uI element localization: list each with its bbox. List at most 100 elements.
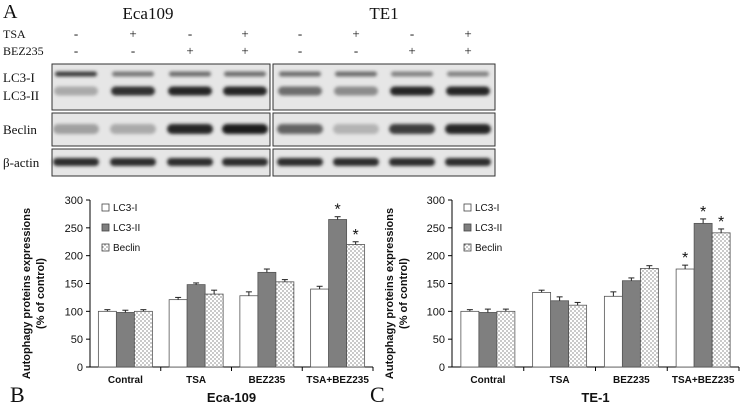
blot-band xyxy=(277,124,323,134)
legend-label: LC3-I xyxy=(113,203,137,214)
blot-band xyxy=(224,71,266,77)
y-tick-label: 150 xyxy=(65,279,83,291)
blot-band xyxy=(279,71,321,77)
treatment-mark: - xyxy=(410,26,414,41)
y-axis-label: (% of control) xyxy=(35,258,47,329)
blot-band xyxy=(53,158,99,166)
y-tick-label: 0 xyxy=(77,362,83,374)
bar-chart-te1: 0 50 100 150 200 250 300 Autophagy proteins exp… xyxy=(384,195,740,405)
legend-label: Beclin xyxy=(113,243,140,254)
bar xyxy=(204,293,224,368)
blot-band xyxy=(222,158,268,166)
blot-band xyxy=(277,158,323,166)
bar xyxy=(328,219,348,368)
treatment-mark: - xyxy=(188,26,192,41)
significance-mark: * xyxy=(335,202,341,219)
bar xyxy=(711,232,731,368)
treatment-mark: + xyxy=(408,43,415,58)
blot-band xyxy=(278,86,322,96)
bar xyxy=(460,310,480,368)
treatment-label-bez235: BEZ235 xyxy=(3,44,44,58)
bar xyxy=(532,292,552,368)
bar-chart-eca109: 0 50 100 150 200 250 300 Autophagy proteins exp… xyxy=(21,195,374,405)
x-tick-label: BEZ235 xyxy=(249,375,286,386)
blot-band xyxy=(333,158,379,166)
treatment-mark: - xyxy=(298,26,302,41)
y-tick-label: 250 xyxy=(65,223,83,235)
blot-band xyxy=(53,124,99,134)
bar xyxy=(257,271,277,368)
blot-lc3 xyxy=(51,63,496,111)
legend-swatch xyxy=(463,223,472,232)
bar xyxy=(496,310,516,368)
panel-label-b: B xyxy=(10,382,25,407)
treatment-mark: - xyxy=(298,43,302,58)
bar xyxy=(275,281,295,368)
y-axis-label: (% of control) xyxy=(398,258,410,329)
blot-beclin xyxy=(51,112,496,147)
chart-title: TE-1 xyxy=(581,390,609,405)
y-tick-label: 200 xyxy=(65,251,83,263)
treatment-marks: - + - + - + - + - - + + - - + + xyxy=(74,26,472,58)
blot-band xyxy=(169,71,211,77)
blot-band xyxy=(389,124,435,134)
treatment-mark: - xyxy=(74,43,78,58)
y-tick-label: 250 xyxy=(427,223,445,235)
y-tick-label: 150 xyxy=(427,279,445,291)
significance-mark: * xyxy=(700,204,706,221)
blot-band xyxy=(390,86,434,96)
legend-swatch xyxy=(101,223,110,232)
treatment-mark: - xyxy=(354,43,358,58)
x-tick-label: TSA xyxy=(550,375,570,386)
legend-swatch xyxy=(463,203,472,212)
bar xyxy=(186,284,206,368)
y-tick-label: 50 xyxy=(433,334,445,346)
treatment-mark: + xyxy=(352,26,359,41)
y-tick-label: 0 xyxy=(439,362,445,374)
legend-label: LC3-I xyxy=(475,203,499,214)
blot-band xyxy=(168,86,212,96)
blot-band xyxy=(335,71,377,77)
blot-band xyxy=(389,158,435,166)
legend-label: LC3-II xyxy=(475,223,502,234)
bar xyxy=(97,310,117,368)
bar xyxy=(168,299,188,368)
blot-band xyxy=(445,158,491,166)
blot-band xyxy=(445,124,491,134)
y-tick-label: 300 xyxy=(65,195,83,207)
bar xyxy=(550,300,570,368)
blot-band xyxy=(222,124,268,134)
legend-label: LC3-II xyxy=(113,223,140,234)
blot-band xyxy=(55,71,97,77)
blot-band xyxy=(223,86,267,96)
legend-swatch xyxy=(101,203,110,212)
band-label-lc3-ii: LC3-II xyxy=(3,88,39,103)
y-tick-label: 100 xyxy=(427,306,445,318)
blot-band xyxy=(167,124,213,134)
bar xyxy=(239,295,259,368)
y-tick-label: 50 xyxy=(71,334,83,346)
cell-line-eca109: Eca109 xyxy=(123,4,174,23)
bar xyxy=(568,304,588,368)
y-axis-label: Autophagy proteins expressions xyxy=(21,208,33,379)
blot-band xyxy=(111,86,155,96)
blot-band xyxy=(110,124,156,134)
blot-band xyxy=(447,71,489,77)
x-tick-label: TSA+BEZ235 xyxy=(672,375,735,386)
legend-label: Beclin xyxy=(475,243,502,254)
treatment-mark: + xyxy=(241,26,248,41)
legend-swatch xyxy=(463,243,472,252)
bar xyxy=(133,310,153,368)
band-label-beclin: Beclin xyxy=(3,122,37,137)
y-axis-label: Autophagy proteins expressions xyxy=(384,208,396,379)
bar xyxy=(115,312,135,368)
treatment-mark: - xyxy=(131,43,135,58)
treatment-mark: + xyxy=(241,43,248,58)
blot-band xyxy=(391,71,433,77)
x-tick-label: Contral xyxy=(108,375,143,386)
treatment-mark: + xyxy=(464,43,471,58)
treatment-label-tsa: TSA xyxy=(3,27,26,41)
y-tick-label: 100 xyxy=(65,306,83,318)
x-tick-label: TSA+BEZ235 xyxy=(306,375,369,386)
